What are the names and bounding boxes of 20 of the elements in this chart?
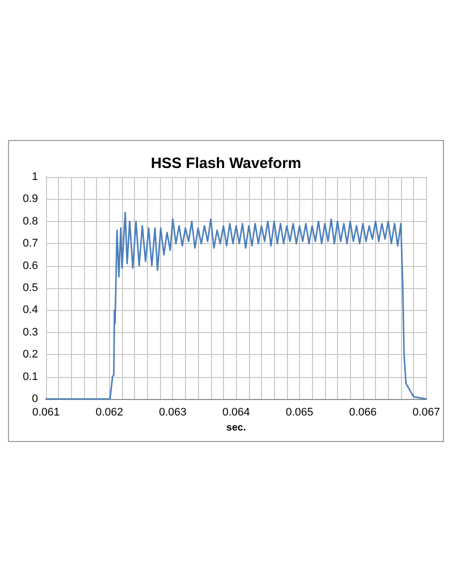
y-tick-label: 0.3 bbox=[22, 326, 38, 338]
y-tick-label: 0.5 bbox=[22, 282, 38, 294]
chart-title: HSS Flash Waveform bbox=[150, 155, 302, 172]
y-tick-label: 0.6 bbox=[22, 260, 38, 272]
x-tick-label: 0.062 bbox=[96, 406, 124, 418]
x-tick-label: 0.065 bbox=[286, 406, 314, 418]
y-tick-label: 0 bbox=[32, 393, 38, 405]
x-tick-label: 0.063 bbox=[158, 406, 187, 418]
y-tick-label: 0.4 bbox=[22, 304, 38, 316]
y-tick-label: 0.8 bbox=[22, 215, 38, 228]
y-tick-label: 0.9 bbox=[22, 193, 38, 206]
y-tick-label: 0.1 bbox=[22, 370, 38, 383]
x-axis-title: sec. bbox=[226, 422, 246, 434]
y-tick-label: 0.7 bbox=[22, 238, 38, 250]
x-tick-label: 0.064 bbox=[222, 406, 250, 418]
x-tick-label: 0.067 bbox=[412, 406, 440, 418]
y-tick-label: 0.2 bbox=[22, 348, 38, 361]
x-tick-label: 0.066 bbox=[349, 406, 377, 418]
y-tick-label: 1 bbox=[32, 171, 38, 183]
x-tick-label: 0.061 bbox=[32, 406, 60, 418]
